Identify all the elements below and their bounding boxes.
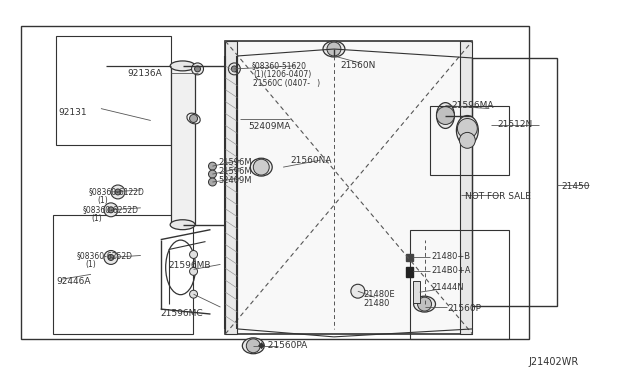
Text: 21560N: 21560N [340, 61, 375, 70]
Circle shape [189, 250, 198, 259]
Bar [225, 41, 237, 334]
Text: §08360-51620: §08360-51620 [252, 61, 307, 70]
Circle shape [191, 63, 204, 75]
Text: 92446A: 92446A [56, 277, 91, 286]
Text: 21560P: 21560P [447, 304, 481, 313]
Circle shape [195, 66, 200, 72]
Text: §08360-6252D: §08360-6252D [83, 205, 139, 214]
Text: (1): (1) [91, 214, 102, 223]
Text: NOT FOR SALE: NOT FOR SALE [465, 192, 531, 201]
Text: 92131: 92131 [58, 108, 87, 116]
Text: 21480E: 21480E [364, 290, 396, 299]
Bar [410, 230, 509, 339]
Circle shape [460, 132, 476, 148]
Text: ◆ 21560PA: ◆ 21560PA [259, 341, 307, 350]
Circle shape [232, 66, 237, 72]
Circle shape [189, 290, 198, 298]
Circle shape [104, 203, 118, 217]
Bar [171, 66, 195, 225]
Bar [429, 106, 509, 175]
Text: 214B0+A: 214B0+A [431, 266, 471, 275]
Ellipse shape [436, 103, 454, 128]
Text: 21596MA: 21596MA [451, 101, 494, 110]
Circle shape [104, 250, 118, 264]
Bar [413, 281, 420, 303]
Circle shape [209, 178, 216, 186]
Text: (1)(1206-0407): (1)(1206-0407) [253, 70, 312, 79]
Bar [21, 26, 529, 339]
Ellipse shape [413, 296, 435, 312]
Text: 21596M: 21596M [218, 158, 252, 167]
Circle shape [108, 254, 114, 260]
Bar [225, 41, 472, 334]
Text: 21596MB: 21596MB [169, 262, 211, 270]
Text: 21596M: 21596M [218, 167, 252, 176]
Circle shape [253, 159, 269, 175]
Circle shape [115, 189, 121, 195]
Circle shape [189, 267, 198, 275]
Ellipse shape [170, 220, 195, 230]
Text: 52409MA: 52409MA [248, 122, 291, 131]
Ellipse shape [456, 116, 478, 145]
Circle shape [417, 297, 431, 311]
Circle shape [228, 63, 241, 75]
Text: 21480: 21480 [364, 299, 390, 308]
Text: 21560NA: 21560NA [290, 156, 332, 165]
Bar [406, 267, 413, 277]
Circle shape [189, 115, 198, 122]
Circle shape [327, 42, 341, 56]
Circle shape [246, 339, 260, 353]
Text: §08360-6252D: §08360-6252D [77, 251, 133, 260]
Text: 21596MC: 21596MC [161, 309, 204, 318]
Ellipse shape [243, 338, 264, 354]
Text: (1): (1) [85, 260, 96, 269]
Text: 21512N: 21512N [497, 121, 532, 129]
Text: 21560C (0407-   ): 21560C (0407- ) [253, 79, 321, 88]
Text: J21402WR: J21402WR [529, 357, 579, 367]
Text: 92136A: 92136A [128, 69, 163, 78]
Bar [56, 36, 171, 145]
Circle shape [108, 207, 114, 213]
Bar [460, 41, 472, 334]
Text: §08360-6122D: §08360-6122D [89, 187, 145, 196]
Bar [472, 58, 557, 306]
Text: 21450: 21450 [561, 182, 589, 191]
Circle shape [111, 185, 125, 199]
Circle shape [458, 119, 477, 138]
Circle shape [209, 162, 216, 170]
Text: (1): (1) [97, 196, 108, 205]
Text: 21480+B: 21480+B [431, 253, 470, 262]
Circle shape [436, 107, 454, 125]
Ellipse shape [170, 61, 195, 71]
Circle shape [351, 284, 365, 298]
Ellipse shape [323, 41, 345, 57]
Bar [406, 254, 413, 262]
Circle shape [209, 170, 216, 178]
Bar [53, 215, 193, 334]
Ellipse shape [250, 158, 272, 176]
Text: 52409M: 52409M [218, 176, 252, 185]
Text: 21444N: 21444N [431, 283, 464, 292]
Ellipse shape [187, 113, 200, 124]
